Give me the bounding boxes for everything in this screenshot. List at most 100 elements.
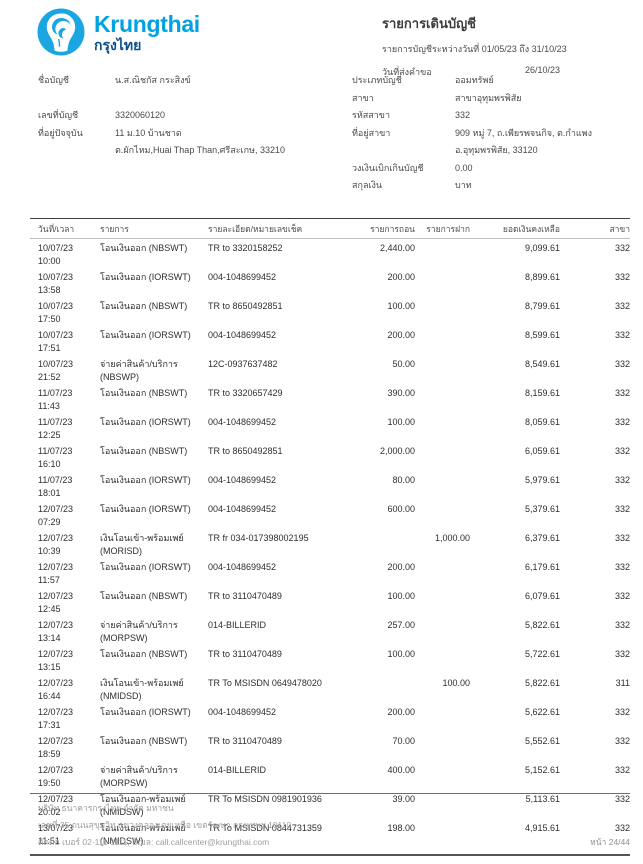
balance-cell: 8,799.61: [524, 301, 560, 311]
deposit-cell: [415, 445, 470, 471]
balance-cell: 5,722.61: [524, 649, 560, 659]
account-info-row: สาขา สาขาอุทุมพรพิสัย: [38, 92, 630, 110]
withdrawal-cell: 390.00: [387, 388, 415, 398]
withdrawal-cell: 80.00: [392, 475, 415, 485]
account-value-left: 3320060120: [115, 110, 166, 120]
withdrawal-cell: 200.00: [387, 330, 415, 340]
detail-cell: 004-1048699452: [208, 330, 277, 340]
col-header-transaction: รายการ: [100, 224, 129, 234]
table-row: 12/07/23 17:31 โอนเงินออก (IORSWT) 004-1…: [30, 703, 630, 732]
transaction-cell: โอนเงินออก (IORSWT): [100, 271, 208, 297]
deposit-cell: 1,000.00: [434, 533, 470, 543]
table-row: 12/07/23 07:29 โอนเงินออก (IORSWT) 004-1…: [30, 500, 630, 529]
txn-time: 12:45: [38, 604, 61, 614]
detail-cell: 014-BILLERID: [208, 765, 267, 775]
col-header-detail: รายละเอียด/หมายเลขเช็ค: [208, 224, 303, 234]
deposit-cell: [415, 735, 470, 761]
txn-name: โอนเงินออก-พร้อมเพย์ (NMIDSW): [100, 823, 186, 846]
table-row: 12/07/23 18:59 โอนเงินออก (NBSWT) TR to …: [30, 732, 630, 761]
balance-cell: 4,915.61: [524, 823, 560, 833]
col-header-datetime: วันที่/เวลา: [38, 224, 75, 234]
account-label-right: สกุลเงิน: [352, 180, 383, 190]
txn-name: โอนเงินออก (NBSWT): [100, 736, 188, 746]
txn-time: 17:51: [38, 343, 61, 353]
transaction-cell: โอนเงินออก (NBSWT): [100, 300, 208, 326]
account-value-right: 909 หมู่ 7, ถ.เพียรพจนกิจ, ต.กำแพง: [455, 127, 593, 138]
date-time-cell: 13/07/23 11:51: [38, 822, 100, 848]
branch-cell: 332: [614, 620, 630, 630]
request-date-row: วันที่ส่งคำขอ 26/10/23: [382, 65, 632, 79]
branch-cell: 332: [614, 417, 630, 427]
txn-date: 12/07/23: [38, 504, 74, 514]
detail-cell: TR to 3110470489: [208, 649, 282, 659]
footer-contact-row: ติดต่อ เบอร์ 02-111-1111, อีเมล: call.ca…: [38, 835, 630, 852]
brand-name-th: กรุงไทย: [94, 36, 142, 53]
brand-wordmark: Krungthai กรุงไทย: [94, 11, 200, 53]
detail-cell: 004-1048699452: [208, 707, 277, 717]
date-time-cell: 12/07/23 07:29: [38, 503, 100, 529]
date-time-cell: 12/07/23 13:14: [38, 619, 100, 645]
col-header-deposit: รายการฝาก: [426, 224, 470, 234]
table-row: 12/07/23 12:45 โอนเงินออก (NBSWT) TR to …: [30, 587, 630, 616]
date-time-cell: 12/07/23 18:59: [38, 735, 100, 761]
txn-date: 11/07/23: [38, 417, 73, 427]
col-header-branch: สาขา: [609, 224, 630, 234]
deposit-cell: [415, 590, 470, 616]
date-time-cell: 12/07/23 17:31: [38, 706, 100, 732]
table-row: 10/07/23 13:58 โอนเงินออก (IORSWT) 004-1…: [30, 268, 630, 297]
txn-date: 12/07/23: [38, 620, 74, 630]
account-value-right: 332: [455, 110, 471, 120]
statement-header: รายการเดินบัญชี รายการบัญชีระหว่างวันที่…: [382, 13, 632, 79]
txn-name-line2: (NMIDSD): [100, 691, 142, 701]
branch-cell: 332: [614, 475, 630, 485]
balance-cell: 6,379.61: [524, 533, 560, 543]
detail-cell: 004-1048699452: [208, 417, 277, 427]
table-row: 11/07/23 11:43 โอนเงินออก (NBSWT) TR to …: [30, 384, 630, 413]
branch-cell: 332: [614, 794, 630, 804]
transaction-cell: จ่ายค่าสินค้า/บริการ (MORPSW): [100, 619, 208, 645]
account-value-right: ออมทรัพย์: [455, 75, 494, 85]
branch-cell: 332: [614, 359, 630, 369]
date-time-cell: 11/07/23 12:25: [38, 416, 100, 442]
krungthai-brand: Krungthai กรุงไทย: [37, 8, 200, 56]
detail-cell: TR to 8650492851: [208, 301, 283, 311]
txn-name: จ่ายค่าสินค้า/บริการ (MORPSW): [100, 620, 178, 643]
detail-cell: 004-1048699452: [208, 272, 277, 282]
txn-name: โอนเงินออก (IORSWT): [100, 417, 191, 427]
date-time-cell: 11/07/23 18:01: [38, 474, 100, 500]
request-date-value: 26/10/23: [525, 65, 561, 75]
withdrawal-cell: 39.00: [392, 794, 415, 804]
account-value-left: ต.ผักไหม,Huai Thap Than,ศรีสะเกษ, 33210: [115, 145, 286, 155]
balance-cell: 5,622.61: [524, 707, 560, 717]
col-header-balance: ยอดเงินคงเหลือ: [502, 224, 560, 234]
detail-cell: 12C-0937637482: [208, 359, 278, 369]
transaction-cell: โอนเงินออก (NBSWT): [100, 590, 208, 616]
transaction-cell: โอนเงินออก (NBSWT): [100, 648, 208, 674]
deposit-cell: [415, 619, 470, 645]
balance-cell: 5,113.61: [525, 794, 560, 804]
date-time-cell: 10/07/23 17:51: [38, 329, 100, 355]
txn-date: 11/07/23: [38, 475, 73, 485]
detail-cell: TR To MSISDN 0649478020: [208, 678, 322, 688]
table-row: 11/07/23 16:10 โอนเงินออก (NBSWT) TR to …: [30, 442, 630, 471]
detail-cell: TR to 3110470489: [208, 591, 282, 601]
deposit-cell: [415, 300, 470, 326]
txn-name: เงินโอนเข้า-พร้อมเพย์: [100, 678, 184, 688]
table-row: 10/07/23 10:00 โอนเงินออก (NBSWT) TR to …: [30, 239, 630, 268]
txn-time: 11:51: [38, 836, 60, 846]
deposit-cell: [415, 474, 470, 500]
account-label-left: ชื่อบัญชี: [38, 75, 70, 85]
date-time-cell: 12/07/23 13:15: [38, 648, 100, 674]
detail-cell: TR To MSISDN 0981901936: [208, 794, 322, 804]
txn-time: 11:43: [38, 401, 60, 411]
txn-date: 12/07/23: [38, 562, 74, 572]
txn-name: โอนเงินออก (NBSWT): [100, 591, 188, 601]
balance-cell: 6,179.61: [524, 562, 560, 572]
balance-cell: 8,159.61: [524, 388, 560, 398]
txn-name-line2: (MORISD): [100, 546, 142, 556]
txn-time: 16:44: [38, 691, 61, 701]
transaction-cell: เงินโอนเข้า-พร้อมเพย์ (MORISD): [100, 532, 208, 558]
table-row: 12/07/23 13:15 โอนเงินออก (NBSWT) TR to …: [30, 645, 630, 674]
table-row: 10/07/23 17:51 โอนเงินออก (IORSWT) 004-1…: [30, 326, 630, 355]
branch-cell: 332: [614, 446, 630, 456]
